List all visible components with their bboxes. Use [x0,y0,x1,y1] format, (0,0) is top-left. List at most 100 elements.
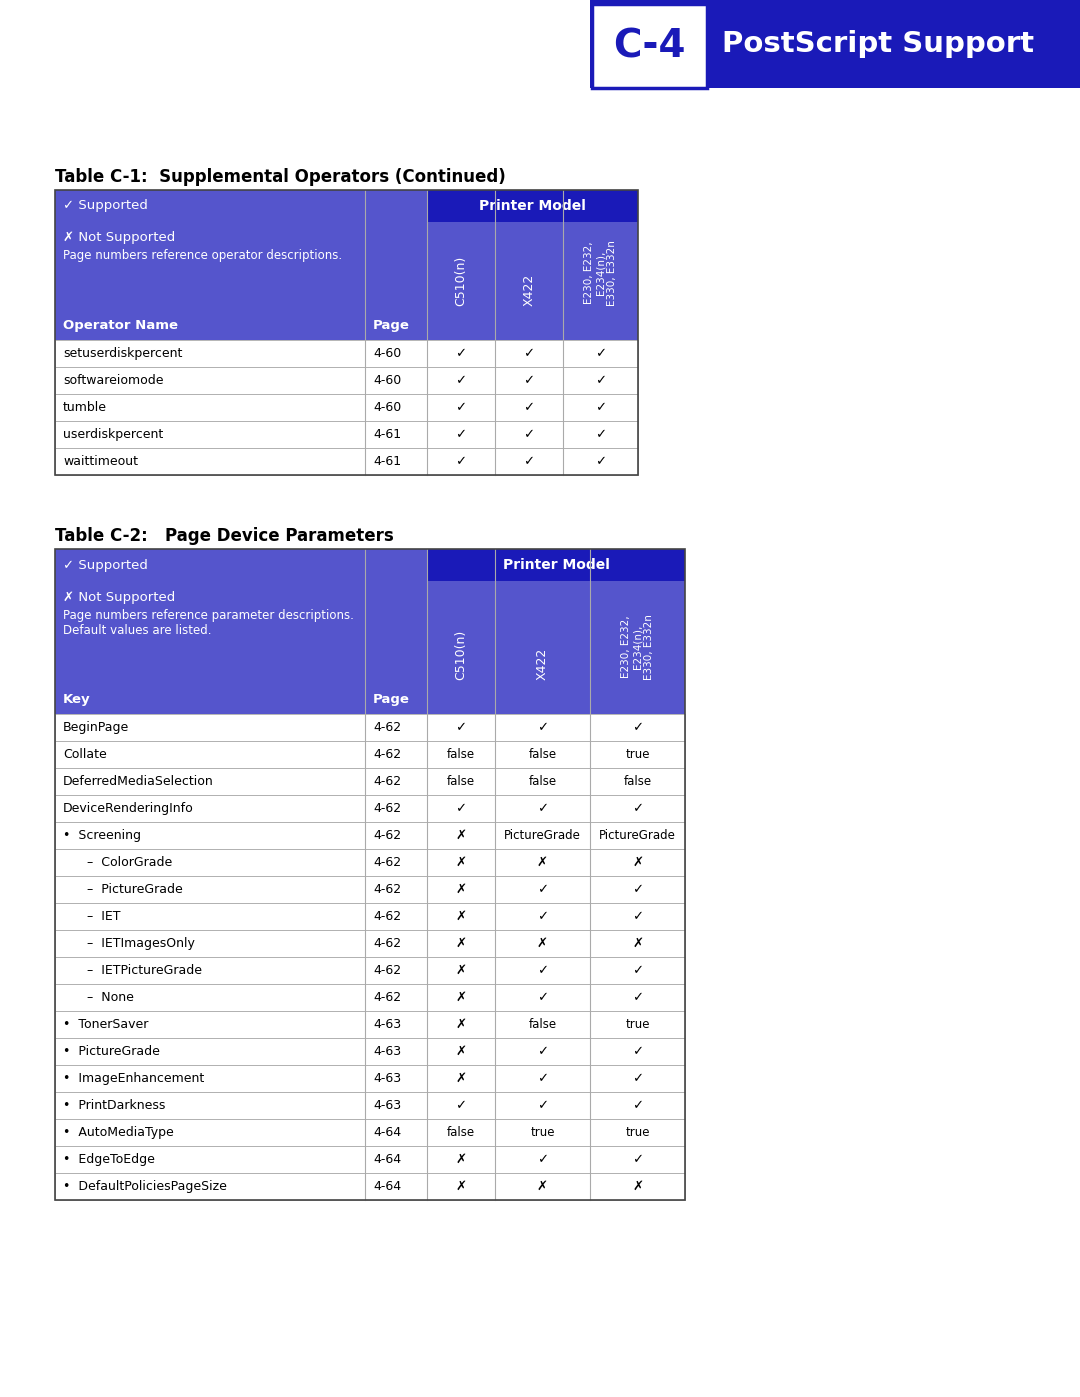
Text: true: true [625,1126,650,1139]
Text: ✗: ✗ [456,856,467,869]
Text: false: false [447,747,475,761]
Text: ✗: ✗ [456,828,467,842]
Bar [55,876,685,902]
Text: 4-63: 4-63 [373,1045,401,1058]
Text: ✓: ✓ [456,346,467,360]
Text: false: false [528,747,556,761]
Text: ✗: ✗ [632,1180,643,1193]
Bar [592,4,707,88]
Text: ✓: ✓ [537,990,548,1004]
Text: –  IET: – IET [63,909,121,923]
Text: •  EdgeToEdge: • EdgeToEdge [63,1153,154,1166]
Bar [55,1173,685,1200]
Text: true: true [625,1018,650,1031]
Bar [55,367,638,394]
Text: ✓: ✓ [524,455,535,468]
Text: ✗: ✗ [456,1045,467,1058]
Bar [55,957,685,983]
Text: ✗: ✗ [456,1180,467,1193]
Text: Collate: Collate [63,747,107,761]
Bar [427,581,495,686]
Text: ✓: ✓ [456,374,467,387]
Text: –  IETPictureGrade: – IETPictureGrade [63,964,202,977]
Text: X422: X422 [536,648,549,680]
Bar [55,222,427,312]
Text: ✓: ✓ [595,346,606,360]
Text: false: false [447,775,475,788]
Bar [427,222,495,312]
Text: C-4: C-4 [613,27,686,66]
Text: ✓: ✓ [537,1071,548,1085]
Text: ✗: ✗ [456,1018,467,1031]
Text: Table C-1:  Supplemental Operators (Continued): Table C-1: Supplemental Operators (Conti… [55,168,505,186]
Text: userdiskpercent: userdiskpercent [63,427,163,441]
Text: ✓: ✓ [595,455,606,468]
Text: false: false [528,775,556,788]
Bar [55,420,638,448]
Text: ✓: ✓ [632,1099,643,1112]
Text: Page: Page [373,320,410,332]
Bar [55,930,685,957]
Text: •  Screening: • Screening [63,828,141,842]
Text: 4-62: 4-62 [373,937,401,950]
Bar [55,581,427,686]
Bar [55,768,685,795]
Text: 4-60: 4-60 [373,401,402,414]
Text: ✓: ✓ [632,883,643,895]
Bar [563,222,638,312]
Text: ✗: ✗ [456,1153,467,1166]
Text: setuserdiskpercent: setuserdiskpercent [63,346,183,360]
Bar [55,902,685,930]
Text: Default values are listed.: Default values are listed. [63,624,212,637]
Text: Page numbers reference parameter descriptions.: Page numbers reference parameter descrip… [63,609,354,622]
Bar [55,312,638,339]
Text: •  TonerSaver: • TonerSaver [63,1018,148,1031]
Bar [55,394,638,420]
Text: ✓: ✓ [537,802,548,814]
Text: 4-62: 4-62 [373,909,401,923]
Text: tumble: tumble [63,401,107,414]
Bar [55,740,685,768]
Text: ✗: ✗ [632,856,643,869]
Text: •  DefaultPoliciesPageSize: • DefaultPoliciesPageSize [63,1180,227,1193]
Bar [55,190,638,475]
Text: ✓: ✓ [595,374,606,387]
Text: 4-62: 4-62 [373,802,401,814]
Bar [55,1119,685,1146]
Text: ✓: ✓ [456,802,467,814]
Text: ✓: ✓ [537,909,548,923]
Text: E230, E232,
E234(n),
E330, E332n: E230, E232, E234(n), E330, E332n [584,240,617,306]
Text: ✓: ✓ [537,1153,548,1166]
Text: 4-62: 4-62 [373,747,401,761]
Text: ✓: ✓ [456,401,467,414]
Text: ✓: ✓ [595,401,606,414]
Text: 4-62: 4-62 [373,775,401,788]
Text: ✓: ✓ [456,721,467,733]
Text: C510(n): C510(n) [455,630,468,680]
Text: 4-62: 4-62 [373,856,401,869]
Text: 4-62: 4-62 [373,721,401,733]
Text: ✓: ✓ [524,401,535,414]
Text: Printer Model: Printer Model [480,198,586,212]
Text: true: true [625,747,650,761]
Text: ✓: ✓ [537,883,548,895]
Bar [55,849,685,876]
Text: ✗: ✗ [537,937,548,950]
Text: ✓: ✓ [632,909,643,923]
Text: –  ColorGrade: – ColorGrade [63,856,172,869]
Text: Operator Name: Operator Name [63,320,178,332]
Bar [55,821,685,849]
Text: ✓: ✓ [524,346,535,360]
Text: 4-63: 4-63 [373,1018,401,1031]
Text: ✓: ✓ [632,990,643,1004]
Text: E230, E232,
E234(n),
E330, E332n: E230, E232, E234(n), E330, E332n [621,615,654,680]
Text: 4-60: 4-60 [373,346,402,360]
Text: ✓: ✓ [537,1099,548,1112]
Text: •  PrintDarkness: • PrintDarkness [63,1099,165,1112]
Text: PictureGrade: PictureGrade [599,828,676,842]
Bar [427,549,685,581]
Bar [55,1011,685,1038]
Text: C510(n): C510(n) [455,256,468,306]
Text: ✗: ✗ [537,856,548,869]
Bar [55,549,685,1200]
